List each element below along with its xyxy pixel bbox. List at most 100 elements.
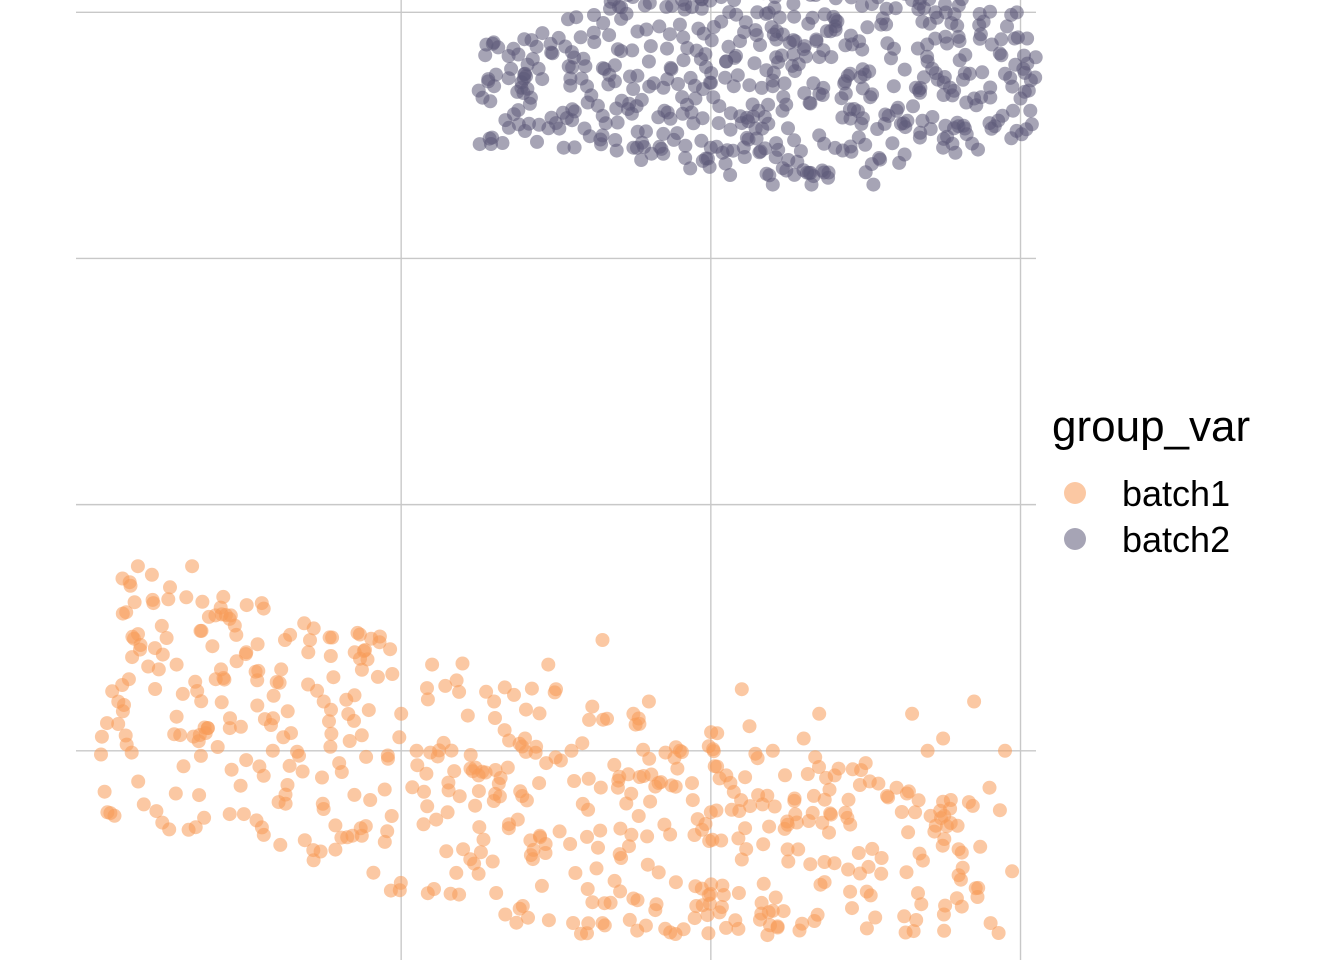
point-batch2-432	[975, 65, 990, 80]
point-batch2-389	[835, 110, 850, 125]
point-batch2-247	[787, 133, 802, 148]
point-batch1-323	[908, 805, 923, 820]
point-batch2-394	[722, 5, 737, 20]
point-batch1-414	[256, 768, 271, 783]
point-batch2-541	[855, 111, 870, 126]
point-batch1-252	[94, 747, 108, 762]
point-batch2-495	[851, 130, 866, 145]
point-batch2-347	[922, 0, 937, 7]
legend: group_var batch1 batch2	[1052, 402, 1250, 560]
point-batch1-485	[643, 794, 658, 809]
point-batch2-105	[777, 76, 792, 91]
point-batch1-562	[323, 739, 338, 754]
point-batch1-69	[841, 862, 856, 877]
point-batch1-510	[282, 758, 297, 773]
point-batch2-428	[565, 60, 580, 75]
point-batch1-64	[283, 627, 298, 642]
point-batch1-432	[710, 726, 725, 741]
point-batch2-508	[948, 145, 963, 160]
point-batch1-278	[136, 797, 151, 812]
point-batch1-456	[955, 860, 970, 875]
point-batch1-555	[127, 595, 142, 610]
point-batch1-328	[154, 618, 169, 633]
point-batch2-273	[786, 0, 801, 11]
point-batch1-429	[685, 793, 700, 808]
legend-label-batch2: batch2	[1122, 519, 1230, 560]
point-batch2-45	[478, 48, 493, 63]
point-batch1-529	[954, 899, 969, 914]
point-batch2-114	[906, 99, 920, 114]
point-batch1-241	[419, 766, 434, 781]
series-batch1-points	[94, 559, 1020, 943]
point-batch1-472	[801, 814, 816, 828]
point-batch1-6	[487, 694, 502, 709]
point-batch1-454	[706, 744, 721, 759]
point-batch1-49	[363, 793, 378, 807]
point-batch1-190	[97, 784, 112, 799]
point-batch1-357	[256, 601, 271, 616]
point-batch1-257	[449, 865, 464, 880]
point-batch1-433	[468, 760, 483, 775]
point-batch2-230	[607, 74, 622, 89]
point-batch1-482	[191, 734, 206, 749]
point-batch1-460	[726, 784, 741, 799]
point-batch1-350	[812, 760, 826, 774]
point-batch2-192	[723, 106, 738, 121]
point-batch2-489	[887, 41, 901, 56]
point-batch1-202	[597, 918, 612, 933]
point-batch1-326	[452, 684, 467, 699]
point-batch1-330	[624, 786, 639, 801]
point-batch1-265	[899, 865, 914, 880]
point-batch2-465	[812, 50, 827, 65]
point-batch1-347	[614, 851, 629, 865]
point-batch1-354	[119, 605, 134, 620]
point-batch1-299	[438, 678, 453, 693]
point-batch1-135	[547, 685, 562, 700]
point-batch1-509	[489, 886, 504, 900]
point-batch1-51	[595, 633, 610, 647]
point-batch2-502	[694, 133, 709, 148]
point-batch2-395	[659, 0, 674, 14]
point-batch1-374	[806, 788, 821, 803]
point-batch2-464	[676, 53, 691, 68]
point-batch1-110	[297, 833, 312, 848]
point-batch2-490	[1014, 127, 1029, 142]
point-batch1-576	[651, 865, 666, 880]
point-batch1-477	[155, 815, 170, 830]
point-batch1-142	[463, 748, 478, 762]
point-batch2-204	[714, 0, 728, 5]
point-batch1-517	[778, 768, 792, 783]
point-batch2-552	[630, 124, 645, 139]
point-batch1-392	[222, 807, 237, 822]
point-batch1-376	[897, 909, 912, 924]
point-batch2-258	[723, 168, 738, 182]
point-batch2-494	[893, 116, 908, 131]
point-batch1-321	[613, 821, 628, 836]
point-batch1-404	[716, 888, 731, 902]
point-batch2-461	[654, 141, 669, 156]
point-batch2-136	[535, 26, 550, 41]
point-batch2-410	[495, 136, 510, 150]
point-batch1-452	[452, 887, 467, 902]
point-batch1-136	[613, 884, 628, 899]
point-batch1-574	[596, 712, 610, 727]
point-batch1-483	[992, 803, 1007, 818]
point-batch2-439	[545, 46, 560, 61]
point-batch2-367	[525, 52, 540, 66]
point-batch2-385	[766, 65, 781, 80]
point-batch1-525	[909, 913, 924, 927]
point-batch2-435	[810, 0, 821, 2]
point-batch1-401	[585, 699, 600, 714]
point-batch1-536	[381, 751, 395, 766]
point-batch2-348	[809, 34, 824, 49]
point-batch1-52	[641, 694, 656, 709]
point-batch1-14	[982, 780, 997, 795]
point-batch2-282	[607, 58, 622, 73]
point-batch1-418	[705, 832, 720, 847]
point-batch1-33	[169, 657, 184, 672]
point-batch1-570	[213, 600, 228, 615]
point-batch1-548	[881, 790, 896, 805]
point-batch2-283	[860, 20, 875, 35]
point-batch1-295	[521, 910, 535, 925]
